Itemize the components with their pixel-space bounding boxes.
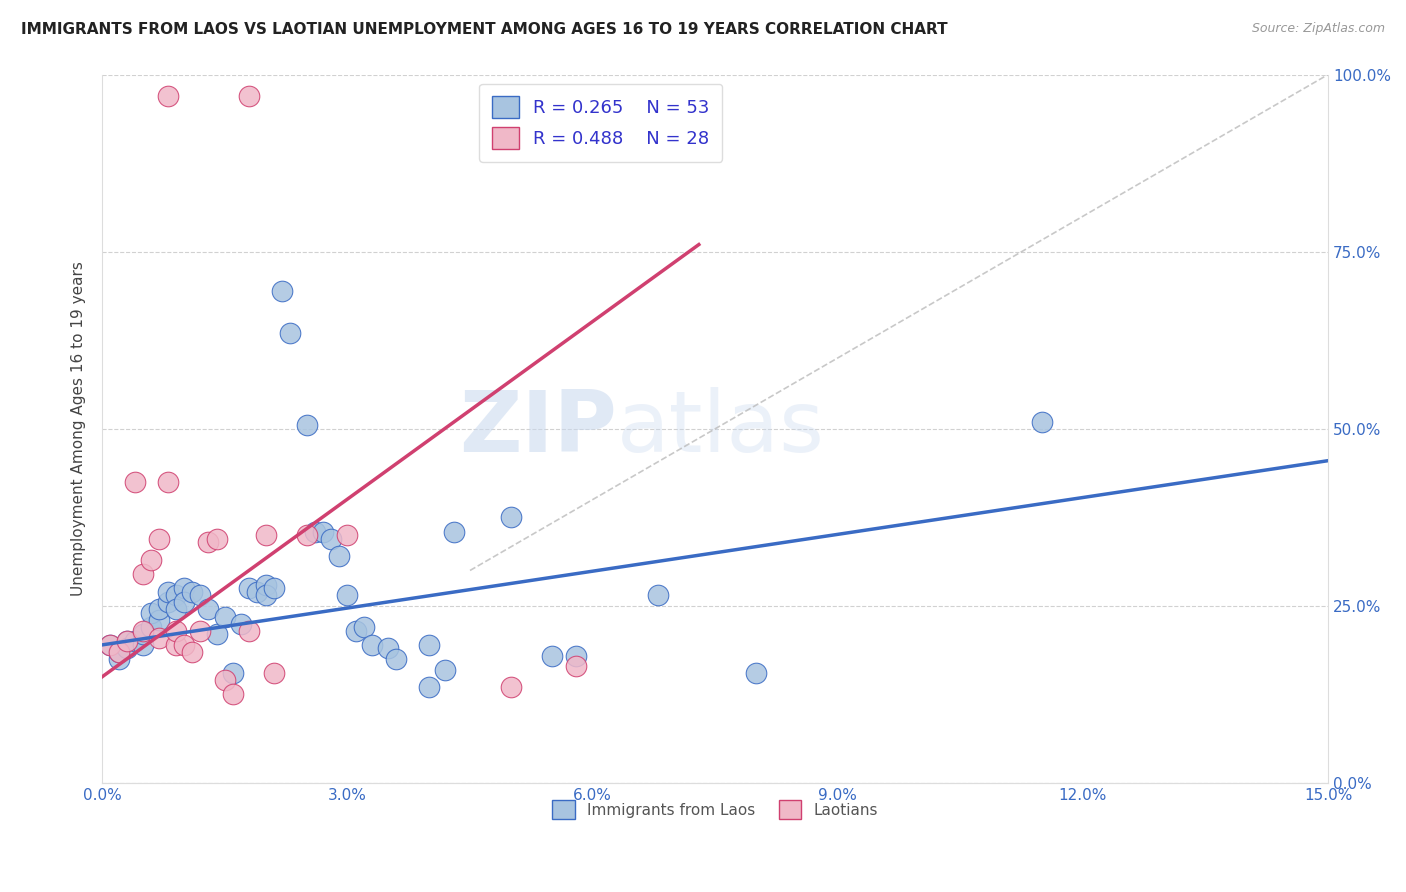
Point [565,659,588,673]
Point [107,652,129,666]
Point [499,681,522,695]
Point [197,602,219,616]
Point [745,666,768,681]
Point [1031,415,1053,429]
Point [344,624,367,638]
Point [148,613,170,627]
Point [188,588,211,602]
Point [385,652,408,666]
Point [165,624,187,638]
Point [107,645,129,659]
Point [540,648,562,663]
Point [132,638,155,652]
Point [156,88,179,103]
Point [336,588,359,602]
Point [107,645,129,659]
Point [278,326,301,340]
Point [353,620,375,634]
Point [319,532,342,546]
Point [115,634,138,648]
Point [181,645,204,659]
Point [418,681,440,695]
Point [165,638,187,652]
Point [205,627,228,641]
Point [148,532,170,546]
Text: atlas: atlas [617,387,825,470]
Point [295,418,318,433]
Point [263,581,285,595]
Point [148,602,170,616]
Point [361,638,384,652]
Point [647,588,669,602]
Point [156,475,179,489]
Point [238,88,260,103]
Point [434,663,457,677]
Y-axis label: Unemployment Among Ages 16 to 19 years: Unemployment Among Ages 16 to 19 years [72,261,86,596]
Point [173,581,195,595]
Point [181,584,204,599]
Point [254,588,277,602]
Point [165,588,187,602]
Point [173,638,195,652]
Point [231,616,253,631]
Point [246,584,269,599]
Point [238,624,260,638]
Point [148,631,170,645]
Point [156,584,179,599]
Point [100,638,122,652]
Point [443,524,465,539]
Text: IMMIGRANTS FROM LAOS VS LAOTIAN UNEMPLOYMENT AMONG AGES 16 TO 19 YEARS CORRELATI: IMMIGRANTS FROM LAOS VS LAOTIAN UNEMPLOY… [21,22,948,37]
Point [205,532,228,546]
Point [141,553,163,567]
Point [263,666,285,681]
Point [197,535,219,549]
Point [271,284,294,298]
Point [222,688,245,702]
Point [173,595,195,609]
Point [132,627,155,641]
Point [165,602,187,616]
Point [565,648,588,663]
Point [295,528,318,542]
Point [254,577,277,591]
Point [328,549,350,564]
Point [222,666,245,681]
Point [115,641,138,656]
Point [132,567,155,582]
Point [214,609,236,624]
Text: ZIP: ZIP [460,387,617,470]
Point [238,581,260,595]
Point [141,620,163,634]
Text: Source: ZipAtlas.com: Source: ZipAtlas.com [1251,22,1385,36]
Point [141,606,163,620]
Point [156,595,179,609]
Point [124,475,146,489]
Point [418,638,440,652]
Point [312,524,335,539]
Point [100,638,122,652]
Point [336,528,359,542]
Point [132,624,155,638]
Point [115,634,138,648]
Point [304,524,326,539]
Point [254,528,277,542]
Legend: Immigrants from Laos, Laotians: Immigrants from Laos, Laotians [546,794,884,825]
Point [377,641,399,656]
Point [499,510,522,524]
Point [214,673,236,688]
Point [124,634,146,648]
Point [188,624,211,638]
